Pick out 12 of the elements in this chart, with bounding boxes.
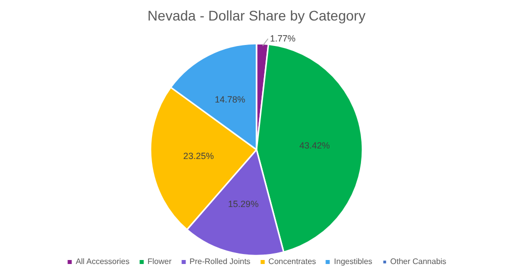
legend-label: Flower [147,257,172,266]
data-label: 14.78% [214,94,246,105]
data-label: 15.29% [228,199,259,210]
data-label: 23.25% [183,150,214,161]
legend-label: All Accessories [76,257,130,266]
legend-label: Concentrates [268,257,316,266]
legend-label: Ingestibles [334,257,372,266]
chart-title: Nevada - Dollar Share by Category [148,8,366,24]
legend-label: Other Cannabis [390,257,446,266]
data-label: 1.77% [270,34,296,44]
data-label: 43.42% [299,140,330,151]
legend-label: Pre-Rolled Joints [190,257,250,266]
